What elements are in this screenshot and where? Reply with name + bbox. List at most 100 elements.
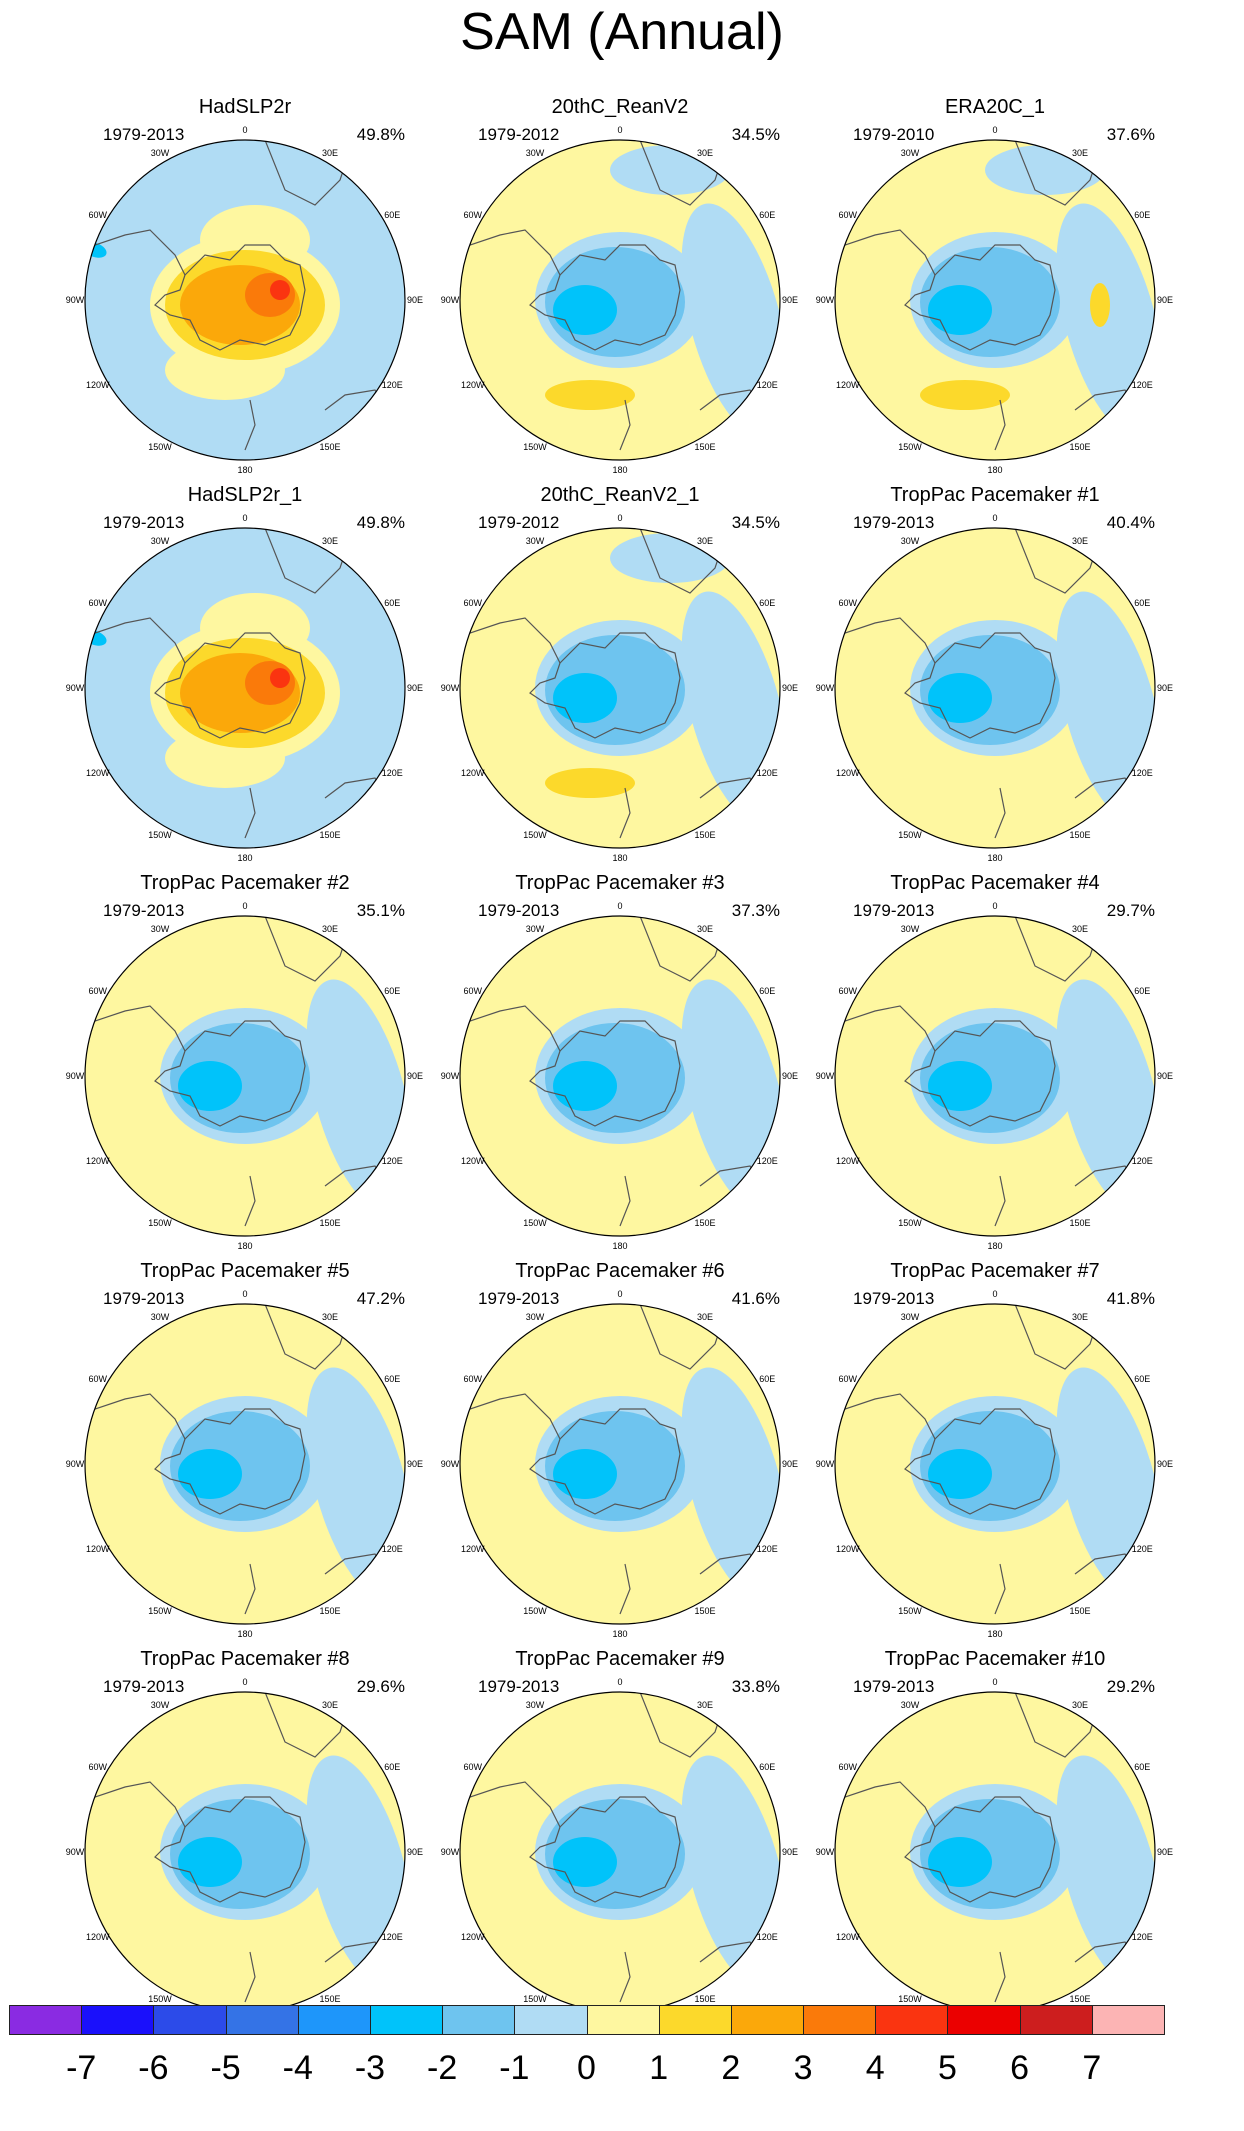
- map-panel: 030E60E90E120E150E180150W120W90W60W30WTr…: [55, 1647, 435, 2035]
- longitude-label: 150E: [694, 1606, 715, 1616]
- variance-percent: 34.5%: [731, 125, 780, 144]
- map-panel: 0 30E 60E 90E 120E 150E 180 150W 120W 90W 60W 30W 20…: [430, 95, 810, 483]
- longitude-label: 150W: [898, 1606, 922, 1616]
- longitude-label: 90W: [816, 1459, 835, 1469]
- longitude-label: 60E: [759, 210, 775, 220]
- longitude-label: 30W: [526, 1312, 545, 1322]
- variance-percent: 49.8%: [356, 513, 405, 532]
- longitude-label: 0: [242, 125, 247, 135]
- panel-title: TropPac Pacemaker #1: [890, 484, 1100, 506]
- longitude-label: 30E: [697, 1312, 713, 1322]
- variance-percent: 35.1%: [356, 901, 405, 920]
- longitude-label: 30W: [151, 1312, 170, 1322]
- longitude-label: 0: [992, 513, 997, 523]
- longitude-label: 90E: [1157, 1459, 1173, 1469]
- figure-title: SAM (Annual): [460, 3, 784, 61]
- panel-title: HadSLP2r_1: [187, 484, 303, 506]
- longitude-label: 150W: [523, 1606, 547, 1616]
- longitude-label: 120W: [836, 1932, 860, 1942]
- longitude-label: 150E: [319, 830, 340, 840]
- longitude-label: 90W: [66, 1071, 85, 1081]
- field-shading: [460, 916, 780, 1236]
- variance-percent: 47.2%: [356, 1289, 405, 1308]
- map-border: [834, 527, 1156, 849]
- map-border: [84, 139, 406, 461]
- longitude-label: 120W: [836, 1156, 860, 1166]
- map-border: [459, 915, 781, 1237]
- longitude-label: 150E: [319, 1994, 340, 2004]
- longitude-label: 150E: [319, 1606, 340, 1616]
- longitude-label: 0: [992, 1677, 997, 1687]
- longitude-label: 30W: [151, 1700, 170, 1710]
- longitude-label: 60W: [89, 986, 108, 996]
- longitude-label: 180: [612, 1629, 627, 1639]
- longitude-label: 30W: [526, 1700, 545, 1710]
- positive-region-max: [270, 668, 290, 688]
- panel-title: TropPac Pacemaker #4: [890, 872, 1100, 894]
- longitude-label: 60W: [464, 986, 483, 996]
- longitude-label: 30W: [151, 148, 170, 158]
- colorbar-tick-label: 5: [937, 2049, 957, 2087]
- longitude-label: 90E: [1157, 683, 1173, 693]
- colorbar-swatch: [730, 2005, 805, 2035]
- longitude-label: 180: [987, 465, 1002, 475]
- longitude-label: 90E: [407, 295, 423, 305]
- longitude-label: 120E: [757, 768, 778, 778]
- longitude-label: 90E: [407, 1847, 423, 1857]
- negative-region-core: [553, 1061, 617, 1111]
- longitude-label: 90W: [816, 1071, 835, 1081]
- panel-years: 1979-2013: [478, 1289, 560, 1308]
- longitude-label: 180: [987, 1629, 1002, 1639]
- panel-title: HadSLP2r: [198, 96, 292, 118]
- longitude-label: 180: [987, 1241, 1002, 1251]
- map-border: [459, 527, 781, 849]
- colorbar-swatch: [875, 2005, 949, 2035]
- panel-years: 1979-2013: [103, 901, 185, 920]
- longitude-label: 120E: [1132, 380, 1153, 390]
- field-shading: [85, 528, 405, 848]
- longitude-label: 90W: [66, 1459, 85, 1469]
- negative-region-core: [928, 285, 992, 335]
- colorbar-swatch: [153, 2005, 227, 2035]
- longitude-label: 90W: [66, 295, 85, 305]
- panel-title: TropPac Pacemaker #10: [884, 1648, 1106, 1670]
- longitude-label: 0: [242, 1289, 247, 1299]
- positive-region-south: [545, 380, 635, 410]
- colorbar-swatch: [658, 2005, 732, 2035]
- longitude-label: 150W: [148, 1994, 172, 2004]
- colorbar: [9, 2005, 1165, 2035]
- colorbar-tick-label: -5: [210, 2049, 241, 2087]
- longitude-label: 150W: [148, 1606, 172, 1616]
- longitude-label: 60E: [1134, 598, 1150, 608]
- longitude-label: 60E: [1134, 1762, 1150, 1772]
- panel-years: 1979-2012: [478, 513, 560, 532]
- longitude-label: 150W: [898, 442, 922, 452]
- longitude-label: 0: [242, 1677, 247, 1687]
- longitude-label: 120W: [461, 1156, 485, 1166]
- negative-region-core: [553, 1837, 617, 1887]
- field-shading: [460, 140, 780, 460]
- longitude-label: 90E: [782, 1847, 798, 1857]
- negative-region-core: [928, 1449, 992, 1499]
- longitude-label: 30W: [901, 924, 920, 934]
- field-shading: [835, 1692, 1155, 2012]
- panel-years: 1979-2013: [478, 1677, 560, 1696]
- longitude-label: 60W: [464, 1374, 483, 1384]
- colorbar-tick-label: -1: [499, 2049, 530, 2087]
- longitude-label: 60E: [759, 986, 775, 996]
- longitude-label: 150W: [148, 1218, 172, 1228]
- longitude-label: 0: [617, 513, 622, 523]
- longitude-label: 60W: [839, 1762, 858, 1772]
- variance-percent: 41.6%: [731, 1289, 780, 1308]
- variance-percent: 29.6%: [356, 1677, 405, 1696]
- longitude-label: 0: [992, 125, 997, 135]
